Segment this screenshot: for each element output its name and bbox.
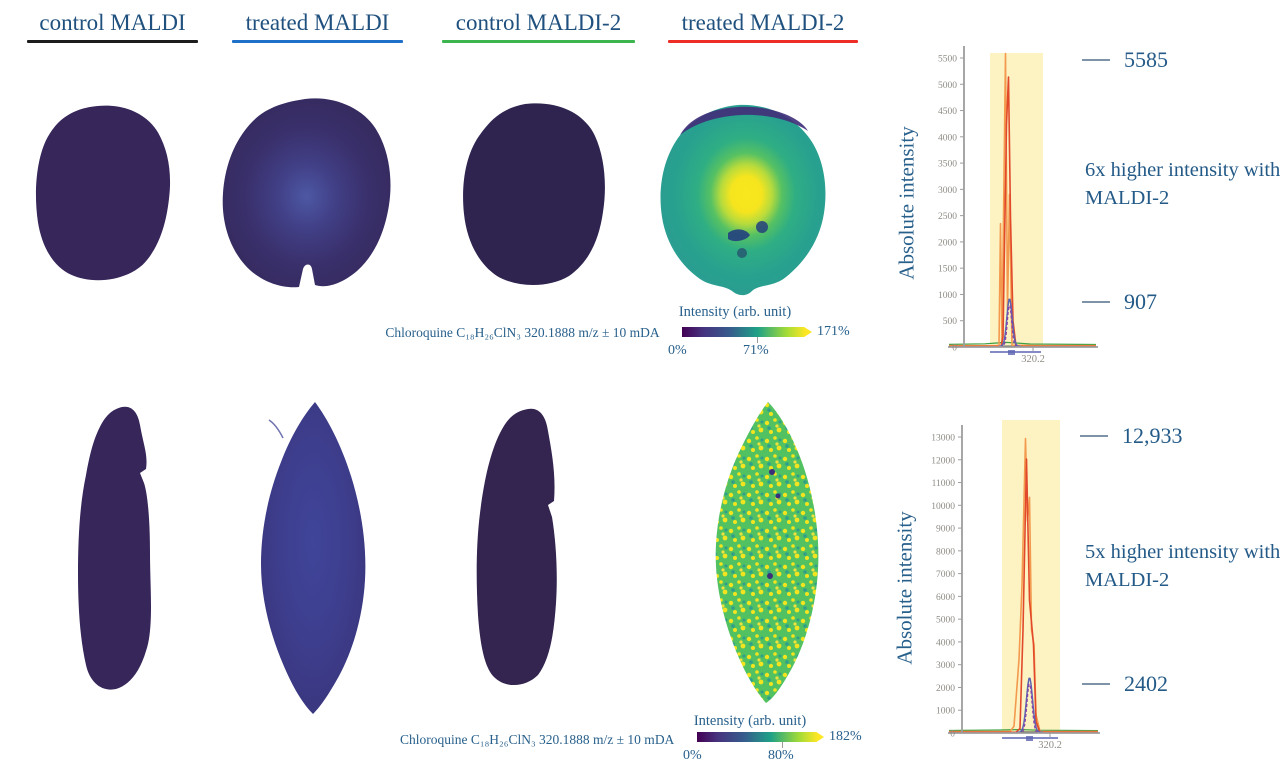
- y-tick-label: 13000: [931, 434, 955, 444]
- colorbar-mid-label-row1: 71%: [743, 343, 769, 358]
- colorbar-mid-label-row2: 80%: [768, 748, 794, 763]
- tissue-image-control-maldi-row1: [35, 105, 171, 281]
- annotation-dash: [1082, 683, 1110, 685]
- tissue-image-control-maldi-2-row1: [463, 103, 605, 285]
- colorbar-mid-tick-row1: [757, 337, 758, 343]
- y-tick-label: 2000: [938, 238, 957, 248]
- tissue-image-treated-maldi-row1: [222, 98, 391, 288]
- colorbar-max-label-row1: 171%: [817, 324, 850, 339]
- y-tick-label: 3500: [938, 160, 957, 170]
- y-tick-label: 10000: [931, 502, 955, 512]
- tissue-image-treated-maldi-2-row2: [715, 402, 819, 703]
- peak-value-label: 907: [1124, 289, 1157, 314]
- x-tick-label: 320.2: [1021, 354, 1045, 365]
- column-underline-treated-maldi-2: [668, 40, 858, 43]
- fold-change-note-bottom: 5x higher intensity with MALDI-2: [1085, 541, 1280, 591]
- peak-value-label: 12,933: [1122, 423, 1183, 448]
- annotation-dash: [1080, 435, 1108, 437]
- y-axis-label-bottom: Absolute intensity: [892, 511, 917, 665]
- tissue-image-control-maldi-row2: [78, 406, 151, 690]
- y-tick-label: 5000: [936, 616, 955, 626]
- y-tick-label: 2000: [936, 684, 955, 694]
- y-tick-label: 9000: [936, 525, 955, 535]
- column-underline-control-maldi-2: [442, 40, 635, 43]
- column-underline-control-maldi: [27, 40, 198, 43]
- tissue-image-control-maldi-2-row2: [476, 408, 557, 686]
- y-tick-label: 5000: [938, 81, 957, 91]
- column-underline-treated-maldi: [232, 40, 403, 43]
- annotation-dash: [1082, 301, 1110, 303]
- y-tick-label: 1000: [936, 707, 955, 717]
- column-header-treated-maldi: treated MALDI: [245, 10, 390, 35]
- column-header-control-maldi-2: control MALDI-2: [455, 10, 622, 35]
- colorbar-mid-tick-row2: [782, 742, 783, 748]
- tissue-image-treated-maldi-2-row1: [660, 104, 826, 296]
- y-tick-label: 500: [943, 317, 958, 327]
- tissue-image-treated-maldi-row2: [261, 402, 366, 714]
- peak-value-label: 5585: [1124, 47, 1168, 72]
- colorbar-min-label-row1: 0%: [668, 343, 687, 358]
- mz-window-highlight: [990, 53, 1043, 347]
- y-tick-label: 3000: [936, 661, 955, 671]
- peak-annotation-high-bottom: 12,933: [1080, 423, 1183, 448]
- y-tick-label: 4000: [936, 638, 955, 648]
- y-axis-label-top: Absolute intensity: [894, 126, 919, 280]
- y-tick-label: 12000: [931, 456, 955, 466]
- y-tick-label: 4000: [938, 133, 957, 143]
- column-header-control-maldi: control MALDI: [39, 10, 186, 35]
- intensity-colorbar-row1: [682, 327, 812, 337]
- y-tick-label: 2500: [938, 212, 957, 222]
- column-header-treated-maldi-2: treated MALDI-2: [681, 10, 845, 35]
- y-tick-label: 1000: [938, 291, 957, 301]
- spectrum-trace-treated-maldi-2-shoulder: [949, 52, 1096, 347]
- peak-annotation-low-top: 907: [1082, 289, 1157, 314]
- compound-label-row2: Chloroquine C₁₈H₂₆ClN₃ 320.1888 m/z ± 10…: [400, 732, 675, 747]
- y-tick-label: 8000: [936, 547, 955, 557]
- x-tick-label: 320.2: [1038, 740, 1062, 751]
- y-tick-label: 0: [952, 344, 957, 354]
- peak-value-label: 2402: [1124, 671, 1168, 696]
- y-tick-label: 4500: [938, 107, 957, 117]
- annotation-dash: [1082, 59, 1110, 61]
- peak-annotation-low-bottom: 2402: [1082, 671, 1168, 696]
- spectrum-trace-control-maldi-2: [948, 728, 1099, 732]
- tissue-dark-streak: [680, 106, 808, 135]
- spectrum-trace-treated-maldi: [1017, 677, 1043, 734]
- y-tick-label: 7000: [936, 570, 955, 580]
- y-tick-label: 1500: [938, 265, 957, 275]
- y-tick-label: 3000: [938, 186, 957, 196]
- y-tick-label: 11000: [932, 479, 956, 489]
- y-tick-label: 6000: [936, 593, 955, 603]
- colorbar-title-row2: Intensity (arb. unit): [693, 713, 807, 729]
- peak-center-mark: [1008, 350, 1015, 355]
- intensity-colorbar-row2: [697, 732, 824, 742]
- y-tick-label: 5500: [938, 55, 957, 65]
- colorbar-max-label-row2: 182%: [829, 729, 862, 744]
- fold-change-note-top: 6x higher intensity with MALDI-2: [1085, 159, 1280, 209]
- spectrum-trace-treated-maldi: [999, 298, 1021, 347]
- peak-annotation-high-top: 5585: [1082, 47, 1168, 72]
- y-tick-label: 0: [950, 730, 955, 740]
- colorbar-min-label-row2: 0%: [683, 748, 702, 763]
- peak-center-mark: [1026, 736, 1033, 741]
- spectrum-trace-treated-maldi-2: [949, 458, 1098, 734]
- compound-label-row1: Chloroquine C₁₈H₂₆ClN₃ 320.1888 m/z ± 10…: [385, 325, 660, 340]
- colorbar-title-row1: Intensity (arb. unit): [678, 304, 792, 320]
